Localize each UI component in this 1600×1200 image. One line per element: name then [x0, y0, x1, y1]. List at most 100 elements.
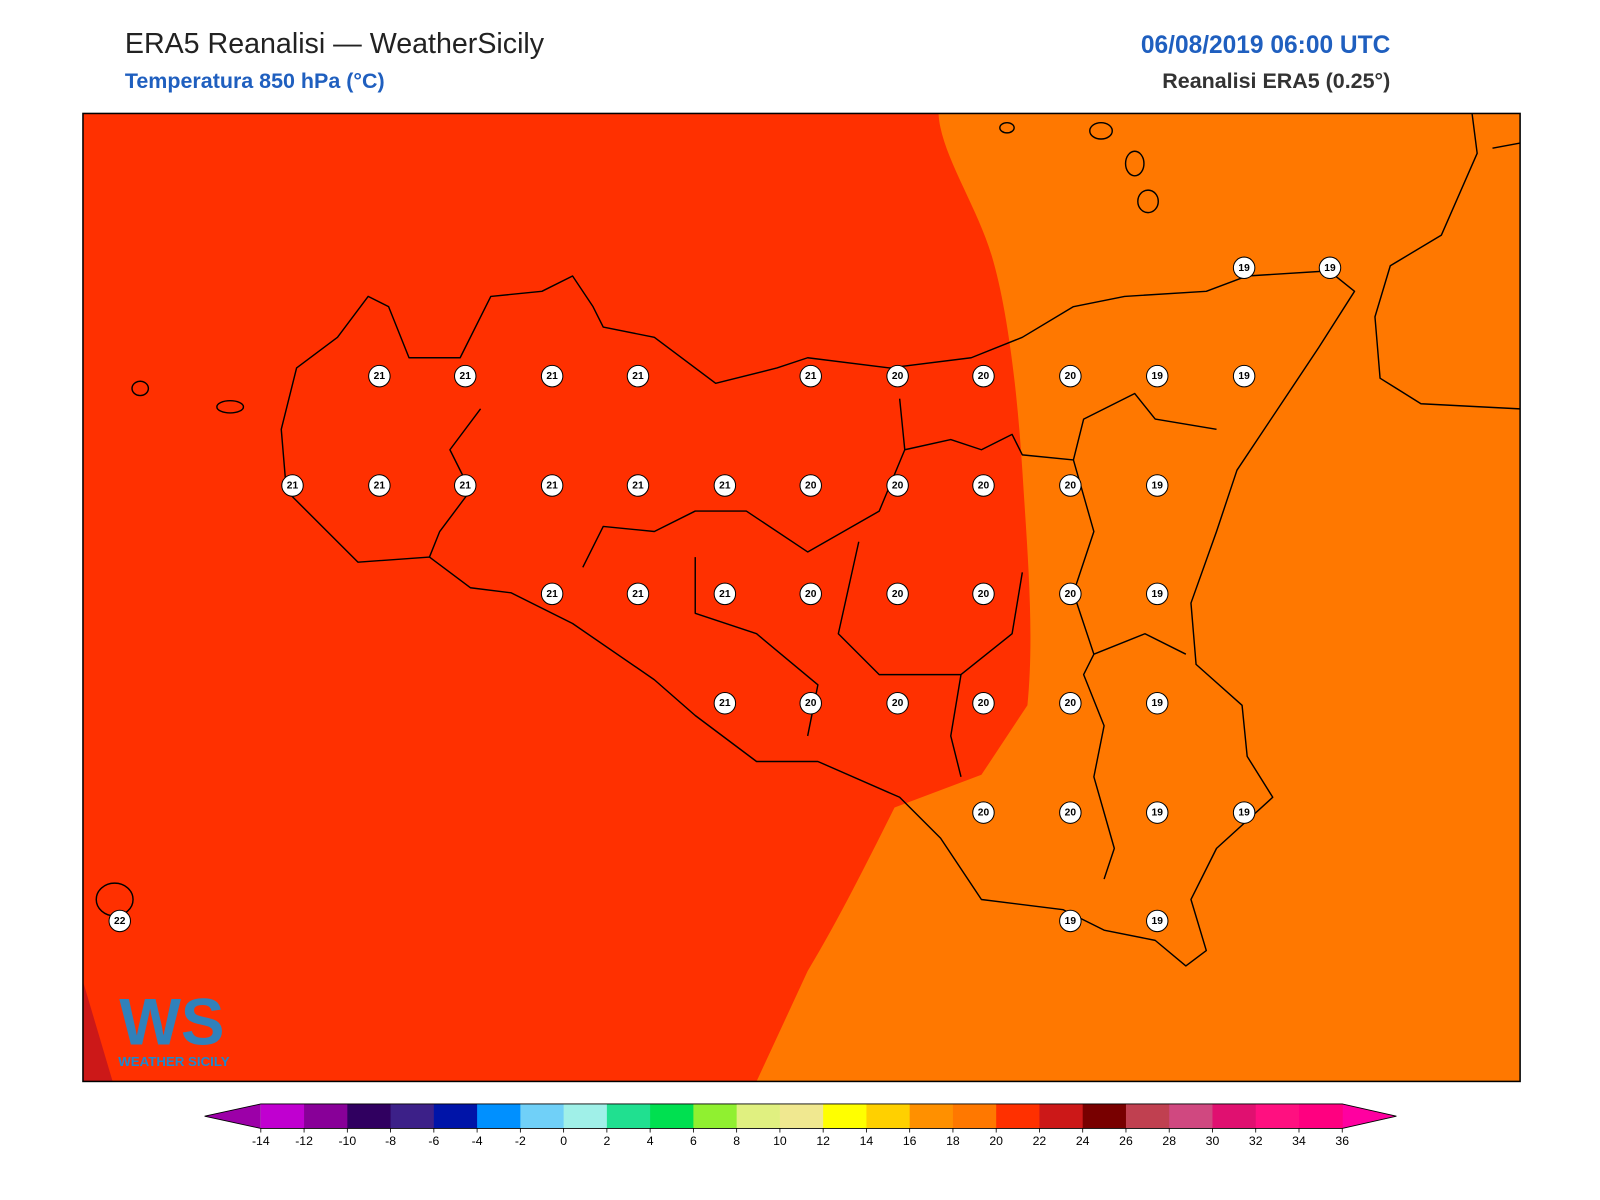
- colorbar-bin: [1212, 1103, 1257, 1129]
- station-marker: [626, 364, 650, 388]
- colorbar-under: [204, 1103, 261, 1129]
- station-marker: [713, 691, 737, 715]
- station-marker: [540, 364, 564, 388]
- colorbar-tick-label: 20: [989, 1134, 1003, 1148]
- station-value: 21: [546, 371, 558, 382]
- colorbar-bin: [520, 1103, 565, 1129]
- station-marker: [886, 364, 909, 388]
- station-value: 21: [805, 371, 817, 382]
- colorbar-bin: [347, 1103, 392, 1129]
- colorbar-tick-label: -10: [338, 1134, 356, 1148]
- colorbar-bin: [433, 1103, 478, 1129]
- colorbar-tick-label: 8: [733, 1134, 740, 1148]
- station-value: 19: [1152, 698, 1164, 709]
- colorbar-bin: [693, 1103, 738, 1129]
- colorbar-tick-label: 10: [773, 1134, 787, 1148]
- island: [1089, 121, 1113, 140]
- station-marker: [713, 474, 737, 497]
- colorbar-tick-label: -4: [472, 1134, 483, 1148]
- island: [1137, 189, 1159, 214]
- station-marker: [972, 801, 995, 824]
- station-value: 20: [978, 371, 990, 382]
- station-value: 21: [546, 589, 558, 600]
- station-value: 20: [892, 698, 904, 709]
- station-value: 20: [892, 371, 904, 382]
- station-marker: [799, 364, 822, 388]
- island: [131, 380, 150, 397]
- station-marker: [1318, 256, 1342, 280]
- station-value: 20: [892, 481, 904, 492]
- station-marker: [799, 582, 822, 606]
- station-marker: [1145, 691, 1169, 715]
- colorbar-tick-label: 6: [690, 1134, 697, 1148]
- colorbar-tick-label: -6: [428, 1134, 439, 1148]
- station-marker: [1059, 364, 1082, 388]
- station-value: 19: [1238, 808, 1250, 819]
- station-value: 21: [374, 371, 386, 382]
- station-marker: [454, 364, 477, 388]
- station-marker: [886, 474, 909, 497]
- calabria-coast: [1374, 113, 1521, 410]
- station-value: 20: [978, 698, 990, 709]
- colorbar-tick-label: -12: [295, 1134, 313, 1148]
- station-value: 21: [546, 481, 558, 492]
- station-value: 20: [1065, 481, 1077, 492]
- station-marker: [1232, 801, 1256, 824]
- station-value: 21: [460, 481, 472, 492]
- station-marker: [799, 691, 822, 715]
- station-marker: [368, 364, 391, 388]
- colorbar-bin: [606, 1103, 651, 1129]
- station-marker: [368, 474, 391, 497]
- station-marker: [1059, 474, 1082, 497]
- station-marker: [713, 582, 737, 606]
- station-value: 19: [1152, 808, 1164, 819]
- station-marker: [626, 474, 650, 497]
- station-value: 22: [114, 916, 126, 927]
- station-marker: [1145, 364, 1169, 388]
- station-marker: [1059, 801, 1082, 824]
- station-marker: [886, 582, 909, 606]
- colorbar-bin: [952, 1103, 997, 1129]
- station-value: 21: [632, 481, 644, 492]
- colorbar-bin: [866, 1103, 911, 1129]
- station-marker: [972, 691, 995, 715]
- station-value: 20: [892, 589, 904, 600]
- station-value: 21: [719, 481, 731, 492]
- colorbar-tick-label: 18: [946, 1134, 960, 1148]
- province-borders: [428, 392, 1217, 880]
- colorbar-bin: [1125, 1103, 1170, 1129]
- title: ERA5 Reanalisi — WeatherSicily: [125, 28, 545, 60]
- station-value: 20: [805, 481, 817, 492]
- station-value: 20: [805, 698, 817, 709]
- colorbar-bin: [650, 1103, 694, 1129]
- colorbar-tick-label: 22: [1033, 1134, 1047, 1148]
- station-value: 19: [1152, 916, 1164, 927]
- station-value: 20: [1065, 371, 1077, 382]
- station-marker: [108, 909, 132, 933]
- station-value: 20: [978, 808, 990, 819]
- station-value: 19: [1324, 263, 1336, 274]
- colorbar-bin: [1255, 1103, 1300, 1129]
- colorbar-bin: [779, 1103, 824, 1129]
- colorbar-bin: [1082, 1103, 1127, 1129]
- station-value: 19: [1152, 481, 1164, 492]
- colorbar-tick-label: 28: [1162, 1134, 1176, 1148]
- date: 06/08/2019 06:00 UTC: [1141, 32, 1391, 59]
- colorbar-bin: [823, 1103, 867, 1129]
- station-marker: [1232, 364, 1256, 388]
- island: [1124, 150, 1145, 177]
- station-value: 21: [287, 481, 299, 492]
- sicily-coast: [280, 270, 1356, 967]
- station-value: 21: [719, 698, 731, 709]
- colorbar-tick-label: 14: [860, 1134, 874, 1148]
- station-marker: [281, 474, 304, 497]
- station-value: 21: [719, 589, 731, 600]
- station-value: 20: [1065, 808, 1077, 819]
- station-marker: [972, 364, 995, 388]
- station-value: 19: [1238, 371, 1250, 382]
- station-marker: [1145, 909, 1169, 933]
- colorbar-tick-label: 34: [1292, 1134, 1306, 1148]
- station-marker: [1059, 909, 1082, 933]
